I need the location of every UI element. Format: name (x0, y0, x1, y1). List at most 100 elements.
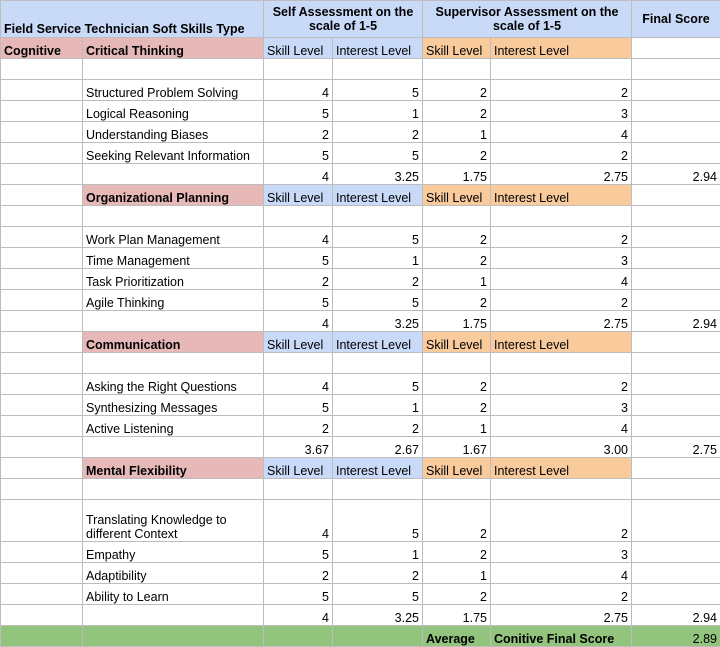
empty-cell[interactable] (632, 542, 720, 563)
empty-cell[interactable] (1, 332, 83, 353)
final-score-header[interactable]: Final Score (632, 1, 720, 38)
empty-cell[interactable] (632, 38, 720, 59)
supervisor-skill-level-cell[interactable]: 2 (423, 248, 491, 269)
supervisor-interest-level-cell[interactable]: 2 (491, 290, 632, 311)
supervisor-interest-level-cell[interactable]: 2 (491, 80, 632, 101)
empty-cell[interactable] (423, 479, 491, 500)
supervisor-interest-level-cell[interactable]: 3 (491, 248, 632, 269)
average-supervisor-interest-level-cell[interactable]: 2.75 (491, 311, 632, 332)
skill-level-subheader[interactable]: Skill Level (264, 185, 333, 206)
empty-cell[interactable] (1, 416, 83, 437)
self-skill-level-cell[interactable]: 5 (264, 395, 333, 416)
section-title[interactable]: Critical Thinking (83, 38, 264, 59)
supervisor-interest-level-cell[interactable]: 2 (491, 374, 632, 395)
average-supervisor-interest-level-cell[interactable]: 2.75 (491, 605, 632, 626)
empty-cell[interactable] (83, 311, 264, 332)
supervisor-interest-level-cell[interactable]: 3 (491, 395, 632, 416)
self-skill-level-cell[interactable]: 4 (264, 500, 333, 542)
empty-cell[interactable] (1, 626, 83, 647)
empty-cell[interactable] (1, 143, 83, 164)
self-interest-level-cell[interactable]: 1 (333, 101, 423, 122)
average-self-skill-level-cell[interactable]: 4 (264, 164, 333, 185)
average-self-interest-level-cell[interactable]: 3.25 (333, 605, 423, 626)
empty-cell[interactable] (632, 563, 720, 584)
self-skill-level-cell[interactable]: 5 (264, 143, 333, 164)
empty-cell[interactable] (491, 206, 632, 227)
skill-name[interactable]: Work Plan Management (83, 227, 264, 248)
supervisor-skill-level-cell[interactable]: 2 (423, 374, 491, 395)
empty-cell[interactable] (1, 563, 83, 584)
empty-cell[interactable] (632, 374, 720, 395)
skill-name[interactable]: Agile Thinking (83, 290, 264, 311)
empty-cell[interactable] (632, 395, 720, 416)
empty-cell[interactable] (1, 374, 83, 395)
section-title[interactable]: Communication (83, 332, 264, 353)
empty-cell[interactable] (632, 416, 720, 437)
average-supervisor-interest-level-cell[interactable]: 2.75 (491, 164, 632, 185)
empty-cell[interactable] (632, 185, 720, 206)
empty-cell[interactable] (1, 479, 83, 500)
supervisor-skill-level-cell[interactable]: 2 (423, 227, 491, 248)
empty-cell[interactable] (1, 269, 83, 290)
supervisor-skill-level-cell[interactable]: 1 (423, 269, 491, 290)
skill-name[interactable]: Structured Problem Solving (83, 80, 264, 101)
empty-cell[interactable] (632, 227, 720, 248)
empty-cell[interactable] (1, 248, 83, 269)
self-interest-level-cell[interactable]: 5 (333, 80, 423, 101)
empty-cell[interactable] (632, 101, 720, 122)
self-interest-level-cell[interactable]: 1 (333, 395, 423, 416)
average-self-skill-level-cell[interactable]: 4 (264, 311, 333, 332)
average-supervisor-skill-level-cell[interactable]: 1.67 (423, 437, 491, 458)
self-interest-level-cell[interactable]: 5 (333, 584, 423, 605)
average-self-interest-level-cell[interactable]: 2.67 (333, 437, 423, 458)
average-supervisor-skill-level-cell[interactable]: 1.75 (423, 164, 491, 185)
skill-name[interactable]: Task Prioritization (83, 269, 264, 290)
section-final-score[interactable]: 2.75 (632, 437, 720, 458)
empty-cell[interactable] (632, 122, 720, 143)
category-cell[interactable]: Cognitive (1, 38, 83, 59)
empty-cell[interactable] (491, 59, 632, 80)
interest-level-subheader[interactable]: Interest Level (491, 332, 632, 353)
supervisor-skill-level-cell[interactable]: 2 (423, 542, 491, 563)
self-skill-level-cell[interactable]: 4 (264, 374, 333, 395)
empty-cell[interactable] (333, 626, 423, 647)
supervisor-skill-level-cell[interactable]: 2 (423, 395, 491, 416)
supervisor-interest-level-cell[interactable]: 3 (491, 542, 632, 563)
final-score-label[interactable]: Conitive Final Score (491, 626, 632, 647)
empty-cell[interactable] (423, 353, 491, 374)
empty-cell[interactable] (1, 206, 83, 227)
interest-level-subheader[interactable]: Interest Level (333, 185, 423, 206)
average-supervisor-skill-level-cell[interactable]: 1.75 (423, 605, 491, 626)
skill-level-subheader[interactable]: Skill Level (423, 38, 491, 59)
empty-cell[interactable] (1, 458, 83, 479)
empty-cell[interactable] (264, 206, 333, 227)
self-interest-level-cell[interactable]: 1 (333, 248, 423, 269)
average-self-skill-level-cell[interactable]: 3.67 (264, 437, 333, 458)
empty-cell[interactable] (632, 584, 720, 605)
supervisor-skill-level-cell[interactable]: 1 (423, 122, 491, 143)
self-skill-level-cell[interactable]: 2 (264, 122, 333, 143)
empty-cell[interactable] (264, 479, 333, 500)
empty-cell[interactable] (1, 542, 83, 563)
empty-cell[interactable] (632, 206, 720, 227)
interest-level-subheader[interactable]: Interest Level (491, 185, 632, 206)
self-interest-level-cell[interactable]: 1 (333, 542, 423, 563)
section-title[interactable]: Organizational Planning (83, 185, 264, 206)
supervisor-interest-level-cell[interactable]: 2 (491, 500, 632, 542)
empty-cell[interactable] (83, 626, 264, 647)
empty-cell[interactable] (264, 59, 333, 80)
self-skill-level-cell[interactable]: 5 (264, 542, 333, 563)
average-self-skill-level-cell[interactable]: 4 (264, 605, 333, 626)
empty-cell[interactable] (1, 500, 83, 542)
empty-cell[interactable] (423, 206, 491, 227)
average-label[interactable]: Average (423, 626, 491, 647)
supervisor-interest-level-cell[interactable]: 4 (491, 563, 632, 584)
empty-cell[interactable] (264, 626, 333, 647)
self-interest-level-cell[interactable]: 2 (333, 269, 423, 290)
interest-level-subheader[interactable]: Interest Level (491, 38, 632, 59)
supervisor-interest-level-cell[interactable]: 3 (491, 101, 632, 122)
empty-cell[interactable] (83, 437, 264, 458)
empty-cell[interactable] (491, 479, 632, 500)
supervisor-interest-level-cell[interactable]: 2 (491, 584, 632, 605)
empty-cell[interactable] (83, 479, 264, 500)
